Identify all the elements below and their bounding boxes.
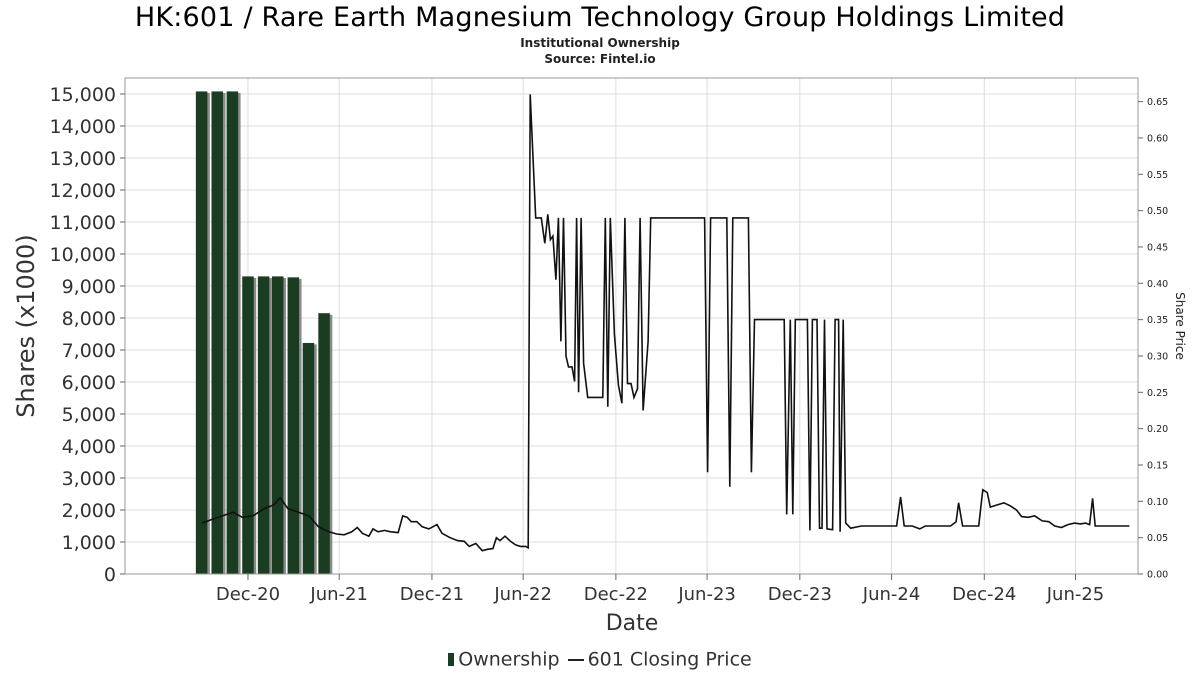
y2-tick-label: 0.20 — [1147, 424, 1168, 435]
y-tick-label: 9,000 — [62, 276, 116, 298]
y-tick-label: 11,000 — [50, 212, 116, 234]
y-tick-label: 8,000 — [62, 308, 116, 330]
ownership-bar — [257, 276, 270, 574]
y-tick-label: 15,000 — [50, 84, 116, 106]
ownership-bar — [318, 313, 330, 574]
x-tick-label: Dec-24 — [952, 584, 1016, 605]
x-tick-label: Dec-20 — [216, 584, 280, 605]
y-tick-label: 3,000 — [62, 468, 116, 490]
y-tick-label: 1,000 — [62, 532, 116, 554]
ownership-bars — [195, 91, 333, 574]
y2-axis-label: Share Price — [1173, 292, 1187, 360]
y-tick-label: 5,000 — [62, 404, 116, 426]
chart-title: HK:601 / Rare Earth Magnesium Technology… — [134, 2, 1066, 33]
ownership-bar — [242, 276, 254, 574]
x-tick-label: Jun-24 — [862, 584, 921, 605]
y2-tick-label: 0.45 — [1147, 242, 1168, 253]
y-tick-label: 13,000 — [50, 148, 116, 170]
y2-tick-label: 0.50 — [1147, 206, 1168, 217]
legend-ownership-label: Ownership — [458, 648, 560, 671]
y-tick-label: 10,000 — [50, 244, 116, 266]
y-axis-left: 0 1,000 2,000 3,000 4,000 5,000 6,000 7,000 8,00… — [50, 84, 125, 586]
ownership-bar — [287, 277, 300, 574]
x-tick-label: Jun-25 — [1046, 584, 1105, 605]
ownership-bar — [211, 91, 223, 574]
x-tick-label: Jun-22 — [493, 584, 552, 605]
y2-tick-label: 0.25 — [1147, 388, 1168, 399]
y-tick-label: 12,000 — [50, 180, 116, 202]
chart-subtitle: Institutional Ownership — [520, 36, 680, 50]
y-tick-label: 7,000 — [62, 340, 116, 362]
y-tick-label: 6,000 — [62, 372, 116, 394]
x-tick-label: Dec-23 — [768, 584, 832, 605]
plot-frame — [124, 77, 1139, 575]
legend-ownership-swatch — [448, 653, 455, 666]
ownership-bar — [226, 91, 239, 574]
y2-tick-label: 0.60 — [1147, 133, 1168, 144]
y-tick-label: 0 — [104, 564, 116, 586]
y2-tick-label: 0.30 — [1147, 351, 1168, 362]
y2-tick-label: 0.00 — [1147, 570, 1168, 581]
y-axis-right: 0.00 0.05 0.10 0.15 0.20 0.25 0.30 0.35 0.40 0.45… — [1138, 97, 1168, 581]
y2-tick-label: 0.55 — [1147, 170, 1168, 181]
legend-price-swatch — [567, 658, 584, 661]
ownership-bar — [195, 91, 208, 574]
x-tick-label: Dec-21 — [400, 584, 464, 605]
x-axis: Dec-20 Jun-21 Dec-21 Jun-22 Dec-22 Jun-23 Dec-… — [216, 574, 1104, 605]
x-tick-label: Jun-21 — [309, 584, 368, 605]
ownership-bar — [302, 342, 315, 574]
y2-tick-label: 0.35 — [1147, 315, 1168, 326]
chart-legend: Ownership 601 Closing Price — [0, 648, 1200, 671]
y-axis-label: Shares (x1000) — [12, 234, 40, 417]
x-axis-label: Date — [606, 611, 659, 636]
y2-tick-label: 0.15 — [1147, 460, 1168, 471]
y-tick-label: 14,000 — [50, 116, 116, 138]
y2-tick-label: 0.10 — [1147, 497, 1168, 508]
ownership-bar — [271, 276, 284, 574]
legend-price-label: 601 Closing Price — [587, 648, 752, 671]
y-tick-label: 2,000 — [62, 500, 116, 522]
chart-source: Source: Fintel.io — [544, 52, 656, 66]
y2-tick-label: 0.65 — [1147, 97, 1168, 108]
x-tick-label: Dec-22 — [584, 584, 648, 605]
x-tick-label: Jun-23 — [677, 584, 736, 605]
y2-tick-label: 0.05 — [1147, 533, 1168, 544]
price-line — [201, 94, 1130, 552]
y2-tick-label: 0.40 — [1147, 279, 1168, 290]
y-tick-label: 4,000 — [62, 436, 116, 458]
